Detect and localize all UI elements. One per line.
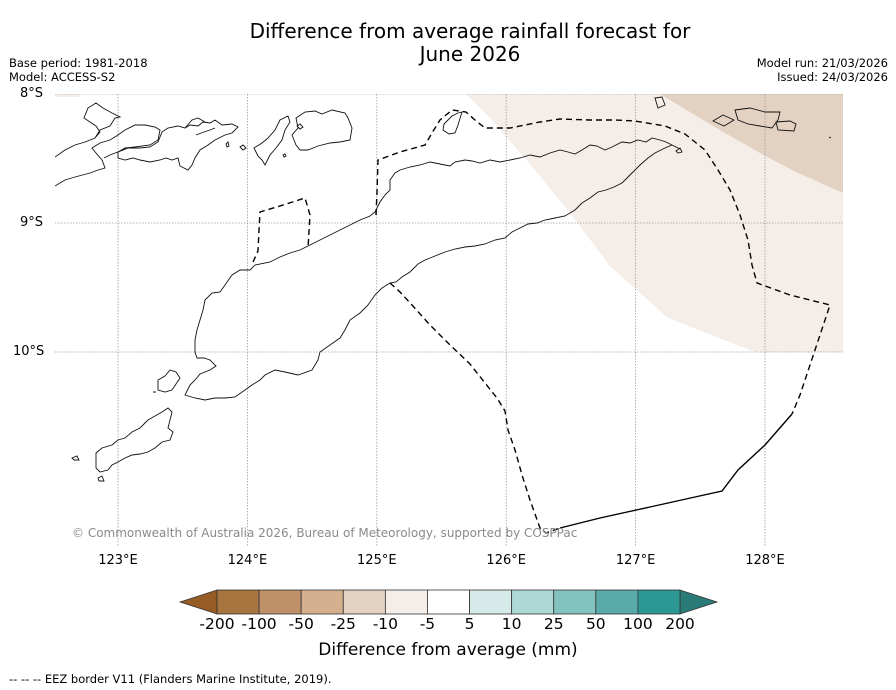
colorbar-tick-label: -200 (199, 615, 235, 633)
lat-label: 10°S (13, 344, 45, 359)
eez-border-solid (559, 413, 793, 529)
copyright-notice: © Commonwealth of Australia 2026, Bureau… (72, 526, 578, 540)
colorbar-tick-label: 100 (623, 615, 653, 633)
colorbar-extend-low (178, 589, 218, 615)
model-run: Model run: 21/03/2026 (756, 56, 888, 70)
islet-4 (296, 123, 304, 130)
colorbar-box (427, 589, 470, 615)
anomaly-region-tiny (55, 94, 80, 97)
lat-label: 9°S (20, 215, 44, 230)
chart-title: Difference from average rainfall forecas… (0, 20, 896, 66)
lon-label: 127°E (615, 553, 656, 568)
lon-label: 128°E (745, 553, 785, 568)
island-kisar (654, 96, 666, 109)
eez-legend-footnote: -- -- -- EEZ border V11 (Flanders Marine… (9, 672, 332, 686)
eez-border-enclave (252, 197, 311, 263)
island-pantar (184, 117, 216, 136)
islet-3 (282, 153, 287, 158)
timor-east-tip (675, 147, 683, 154)
title-line-1: Difference from average rainfall forecas… (249, 19, 691, 43)
colorbar-box (637, 589, 681, 615)
island-flores-east (55, 102, 161, 187)
colorbar-tick-label: -50 (288, 615, 314, 633)
colorbar-label: Difference from average (mm) (318, 640, 578, 660)
eez-border-southeast (559, 413, 793, 529)
islet-east (828, 136, 832, 139)
lat-label: 8°S (20, 86, 44, 101)
colorbar-tick-label: -5 (419, 615, 436, 633)
base-period: Base period: 1981-2018 (9, 56, 148, 70)
island-leti (712, 114, 735, 127)
anomaly-region-light (466, 94, 843, 352)
colorbar-tick-label: 200 (665, 615, 695, 633)
colorbar-box (384, 589, 428, 615)
colorbar-box (258, 589, 302, 615)
lon-label: 123°E (98, 553, 138, 568)
island-alor (253, 109, 353, 166)
colorbar-tick-label: -10 (372, 615, 399, 633)
coastlines (55, 96, 832, 482)
colorbar-box (216, 589, 260, 615)
island-moa (734, 107, 781, 129)
colorbar-box (300, 589, 344, 615)
colorbar-tick-label: 50 (585, 615, 606, 633)
lon-label: 124°E (227, 553, 268, 568)
colorbar-box (511, 589, 555, 615)
anomaly-region-medium (660, 94, 843, 193)
island-atauro (442, 111, 463, 135)
colorbar-tick-label: 10 (501, 615, 522, 633)
lon-label: 126°E (486, 553, 526, 568)
islet-2 (239, 144, 247, 151)
eez-border-north (375, 109, 831, 415)
colorbar-tick-label: -25 (330, 615, 356, 633)
colorbar-box (553, 589, 597, 615)
model-name: Model: ACCESS-S2 (9, 70, 116, 84)
eez-borders (252, 109, 831, 534)
island-lakor (775, 120, 797, 132)
colorbar-tick-label: 25 (543, 615, 564, 633)
meta-right: Model run: 21/03/2026 Issued: 24/03/2026 (757, 56, 888, 84)
issued-date: Issued: 24/03/2026 (777, 70, 888, 84)
eez-border-south (389, 282, 561, 534)
island-semau (153, 369, 181, 393)
timor-north-coast (184, 137, 681, 401)
colorbar-tick-label: 5 (464, 615, 475, 633)
island-lembata (117, 119, 239, 171)
colorbar-tick-label: -100 (241, 615, 277, 633)
title-line-2: June 2026 (419, 42, 521, 66)
colorbar-box (595, 589, 639, 615)
colorbar-box (469, 589, 513, 615)
colorbar-extend-high (679, 589, 719, 615)
lon-label: 125°E (357, 553, 397, 568)
colorbar (178, 589, 719, 615)
island-rote (71, 407, 174, 482)
meta-left: Base period: 1981-2018 Model: ACCESS-S2 (9, 56, 148, 84)
islet-1 (225, 141, 230, 148)
colorbar-box (342, 589, 386, 615)
